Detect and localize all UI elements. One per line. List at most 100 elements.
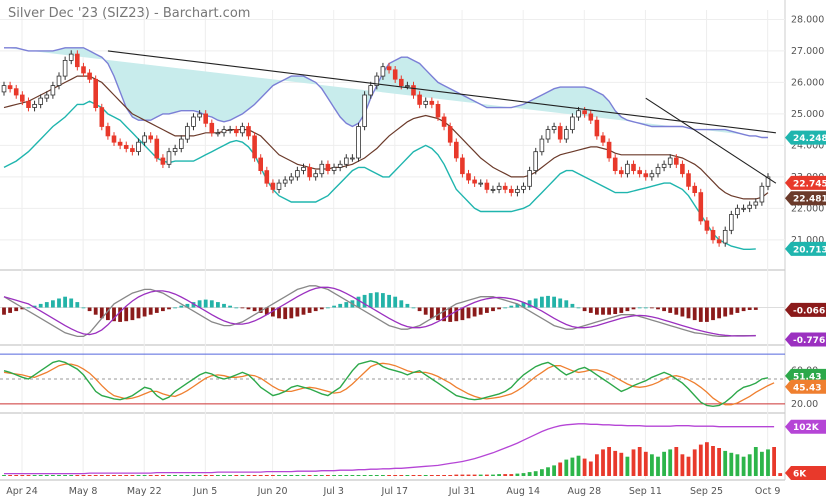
volume-bar [497,474,501,476]
stoch-tick-label: 20.00 [791,399,818,410]
candle-body [521,185,526,190]
x-tick-label: Aug 28 [567,486,601,497]
volume-bar [540,469,544,476]
macd-histogram-bar [87,307,92,312]
macd-histogram-bar [313,307,318,312]
macd-histogram-bar [295,307,300,317]
volume-bar [173,475,177,476]
macd-histogram-bar [368,293,373,308]
macd-histogram-bar [601,307,605,315]
volume-bar [448,475,453,476]
candle-body [154,138,160,159]
macd-histogram-bar [509,305,514,308]
candle-body [276,182,282,190]
volume-bar [650,454,654,477]
volume-bar [326,475,330,476]
volume-bar [735,454,740,477]
candle-body [325,163,331,172]
volume-bar [14,475,19,476]
volume-bar [142,475,147,476]
volume-bar [216,475,220,476]
candle-body [423,100,428,105]
volume-bar [509,474,514,476]
volume-bar [271,475,275,476]
candle-body [246,126,251,137]
macd-histogram-bar [179,305,184,308]
candle-body [221,129,227,134]
macd-histogram-bar [558,298,563,308]
volume-bar [124,475,129,476]
volume-bar [411,475,416,476]
macd-histogram-bar [161,307,165,312]
badge-stoch-d-shape [785,379,826,394]
moving-average-line [3,75,769,200]
candle-body [478,182,483,185]
bollinger-band-fill [4,47,768,138]
axes: Apr 24 May 8 May 22 Jun 5 Jun 20 Jul 3 Jul 17 J… [6,14,824,497]
candle-body [667,157,673,165]
macd-histogram-bar [301,307,306,315]
candle-body [38,97,43,105]
candle-body [564,129,569,140]
macd-histogram-bar [576,307,581,309]
macd-histogram-bar [417,307,422,312]
candle-body [411,85,416,96]
macd-histogram-bar [454,307,459,322]
candle-body [619,170,624,175]
volume-bar [466,474,471,476]
macd-histogram-bar [216,302,220,308]
volume-bar [766,449,770,476]
volume-bar [51,475,55,476]
macd-histogram-bar [118,307,122,322]
macd-histogram-bar [423,307,428,315]
candle-body [527,170,532,187]
macd-histogram-bar [674,307,679,315]
candle-body [105,126,111,137]
macd-histogram-bar [527,300,532,308]
trendline [645,97,777,184]
macd-histogram-bar [112,307,116,322]
macd-histogram-bar [753,307,758,310]
macd-histogram-bar [8,307,12,313]
macd-histogram-bar [729,307,734,315]
volume-bar [643,451,648,476]
macd-histogram-bar [81,307,86,309]
y-tick-label: 26.000 [791,77,824,88]
candle-body [551,126,557,130]
candle-body [288,176,294,181]
volume-bar [478,474,483,476]
volume-bar [417,475,422,476]
macd-histogram-bar [472,307,477,317]
x-tick-label: Sep 25 [690,486,723,497]
volume-bar [99,475,104,476]
candle-body [191,116,196,127]
volume-bar [637,447,642,476]
stoch-d-line [3,362,775,406]
badge-stoch-d: 45.43 [785,379,826,394]
candle-body [747,204,752,209]
macd-histogram-bar [650,307,654,309]
volume-bar [454,474,459,476]
volume-bar [185,475,190,476]
macd-histogram-bar [485,307,489,313]
volume-bar [179,475,184,476]
candle-body [655,166,661,175]
macd-histogram-bar [197,300,202,308]
candle-body [765,176,771,187]
candle-body [722,229,728,244]
macd-histogram-bar [582,307,587,312]
candle-body [307,166,312,178]
candle-body [759,185,765,203]
candle-body [295,170,300,178]
volume-bar [625,456,630,476]
candle-body [356,126,361,159]
candle-body [502,185,508,190]
candle-body [716,239,722,244]
stoch-panel [0,353,785,408]
volume-bar [38,475,43,476]
macd-histogram-bar [442,307,446,322]
candle-body [649,173,655,178]
macd-histogram-bar [698,307,703,322]
volume-bar [515,473,520,476]
